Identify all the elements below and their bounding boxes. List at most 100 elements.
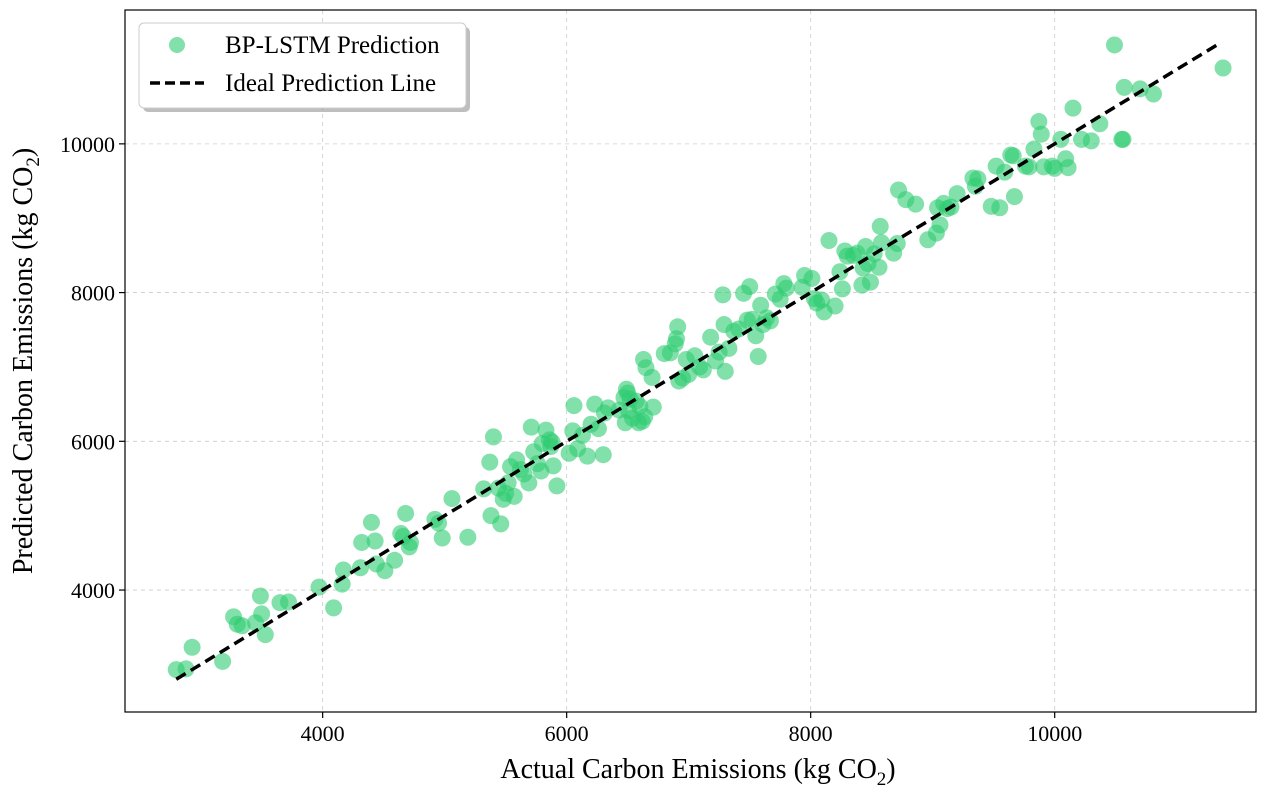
data-point <box>996 163 1014 181</box>
data-point <box>397 504 415 522</box>
y-axis-title-main: Predicted Carbon Emissions (kg CO <box>8 167 39 575</box>
data-point <box>430 514 448 532</box>
data-point <box>1059 159 1077 177</box>
legend-label-line: Ideal Prediction Line <box>225 70 436 97</box>
data-point <box>1214 59 1232 77</box>
data-point <box>492 515 510 533</box>
data-points <box>167 36 1232 679</box>
data-point <box>594 446 612 464</box>
data-point <box>741 278 759 296</box>
x-axis-title-sub: 2 <box>877 769 887 790</box>
data-point <box>459 528 477 546</box>
data-point <box>520 474 538 492</box>
legend-marker-scatter <box>169 37 185 53</box>
data-point <box>1114 130 1132 148</box>
y-tick-label: 6000 <box>71 429 115 454</box>
data-point <box>548 477 566 495</box>
data-point <box>931 216 949 234</box>
data-point <box>1032 125 1050 143</box>
data-point <box>251 587 269 605</box>
data-point <box>1115 78 1133 96</box>
data-point <box>1046 159 1064 177</box>
data-point <box>752 296 770 314</box>
data-point <box>177 660 195 678</box>
data-point <box>820 232 838 250</box>
data-point <box>522 418 540 436</box>
legend-box <box>138 22 467 109</box>
data-point <box>991 199 1009 217</box>
data-point <box>861 273 879 291</box>
data-point <box>761 312 779 330</box>
data-point <box>544 457 562 475</box>
data-point <box>279 593 297 611</box>
data-point <box>366 532 384 550</box>
data-point <box>565 397 583 415</box>
data-point <box>443 490 461 508</box>
data-point <box>353 533 371 551</box>
data-point <box>777 279 795 297</box>
data-point <box>386 551 404 569</box>
x-tick-label: 10000 <box>1027 721 1082 746</box>
data-point <box>644 398 662 416</box>
x-tick-label: 8000 <box>789 721 833 746</box>
data-point <box>401 533 419 551</box>
legend-label-scatter: BP-LSTM Prediction <box>225 32 440 59</box>
data-point <box>1005 188 1023 206</box>
data-point <box>871 217 889 235</box>
data-point <box>833 280 851 298</box>
data-point <box>362 513 380 531</box>
data-point <box>481 453 499 471</box>
data-point <box>256 626 274 644</box>
data-point <box>1064 99 1082 117</box>
data-point <box>714 286 732 304</box>
data-point <box>826 297 844 315</box>
grid-lines <box>125 10 1256 712</box>
data-point <box>669 318 687 336</box>
data-point <box>694 361 712 379</box>
data-point <box>1020 158 1038 176</box>
y-tick-label: 8000 <box>71 281 115 306</box>
data-point <box>214 652 232 670</box>
data-point <box>578 447 596 465</box>
data-point <box>325 599 343 617</box>
x-axis-title: Actual Carbon Emissions (kg CO2) <box>500 754 895 790</box>
data-point <box>888 235 906 253</box>
data-point <box>253 605 271 623</box>
data-point <box>433 529 451 547</box>
data-point <box>1082 132 1100 150</box>
data-point <box>475 480 493 498</box>
data-point <box>870 258 888 276</box>
data-point <box>505 487 523 505</box>
y-tick-label: 4000 <box>71 578 115 603</box>
data-point <box>872 234 890 252</box>
x-tick-label: 4000 <box>301 721 345 746</box>
y-axis-title: Predicted Carbon Emissions (kg CO2) <box>8 148 44 574</box>
x-axis-title-tail: ) <box>886 754 895 785</box>
x-tick-label: 6000 <box>545 721 589 746</box>
y-tick-label: 10000 <box>60 132 115 157</box>
data-point <box>233 617 251 635</box>
data-point <box>803 269 821 287</box>
data-point <box>720 339 738 357</box>
legend: BP-LSTM Prediction Ideal Prediction Line <box>138 22 470 112</box>
data-point <box>716 362 734 380</box>
data-point <box>183 638 201 656</box>
y-axis-title-tail: ) <box>8 148 39 157</box>
data-point <box>484 428 502 446</box>
data-point <box>702 328 720 346</box>
data-point <box>969 170 987 188</box>
data-point <box>1004 147 1022 165</box>
data-point <box>1105 36 1123 54</box>
data-point <box>1030 113 1048 131</box>
data-point <box>1145 85 1163 103</box>
data-point <box>643 368 661 386</box>
data-point <box>749 348 767 366</box>
plot-frame <box>124 9 1257 713</box>
data-point <box>948 185 966 203</box>
axis-ticks: 4000 6000 8000 10000 4000 6000 8000 10000 <box>60 132 1082 746</box>
data-point <box>334 561 352 579</box>
y-axis-title-sub: 2 <box>23 157 44 167</box>
x-axis-title-main: Actual Carbon Emissions (kg CO <box>500 754 876 785</box>
